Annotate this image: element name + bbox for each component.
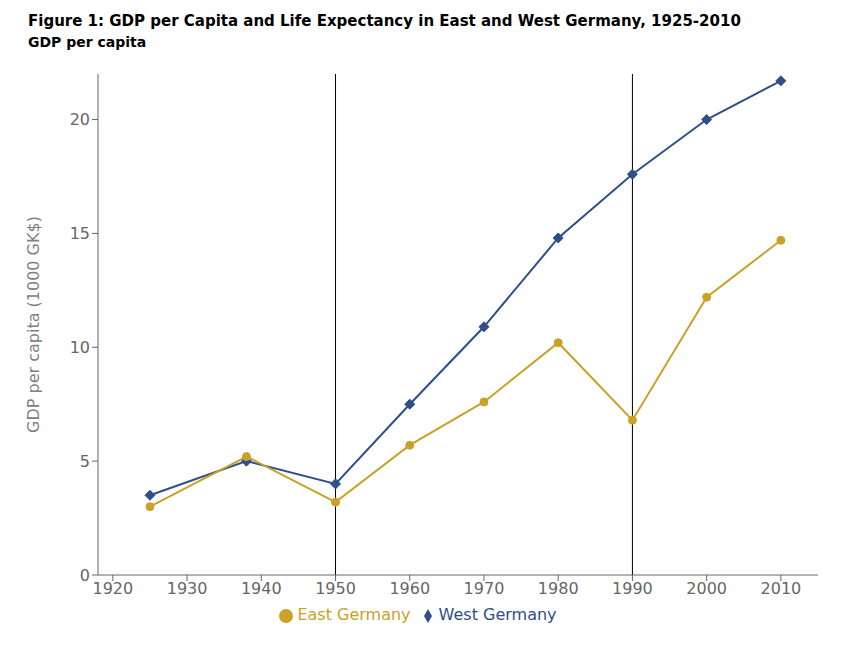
svg-text:1930: 1930 <box>167 579 208 598</box>
html-text:East Germany: East Germany <box>297 605 411 624</box>
svg-text:1990: 1990 <box>612 579 653 598</box>
svg-text:1980: 1980 <box>538 579 579 598</box>
svg-text:0: 0 <box>80 566 90 585</box>
svg-text:2010: 2010 <box>761 579 802 598</box>
svg-text:1950: 1950 <box>315 579 356 598</box>
html-text:West Germany: West Germany <box>438 605 557 624</box>
svg-text:15: 15 <box>70 224 90 243</box>
svg-text:1940: 1940 <box>241 579 282 598</box>
svg-text:1960: 1960 <box>389 579 430 598</box>
svg-text:1920: 1920 <box>92 579 133 598</box>
svg-text:20: 20 <box>70 110 90 129</box>
html-text:Figure 1: GDP per Capita and L: Figure 1: GDP per Capita and Life Expect… <box>28 12 741 30</box>
svg-text:1970: 1970 <box>464 579 505 598</box>
svg-text:GDP per capita (1000 GK$): GDP per capita (1000 GK$) <box>24 216 43 433</box>
svg-text:5: 5 <box>80 452 90 471</box>
html-text:GDP per capita: GDP per capita <box>28 34 147 50</box>
svg-text:2000: 2000 <box>686 579 727 598</box>
svg-text:10: 10 <box>70 338 90 357</box>
